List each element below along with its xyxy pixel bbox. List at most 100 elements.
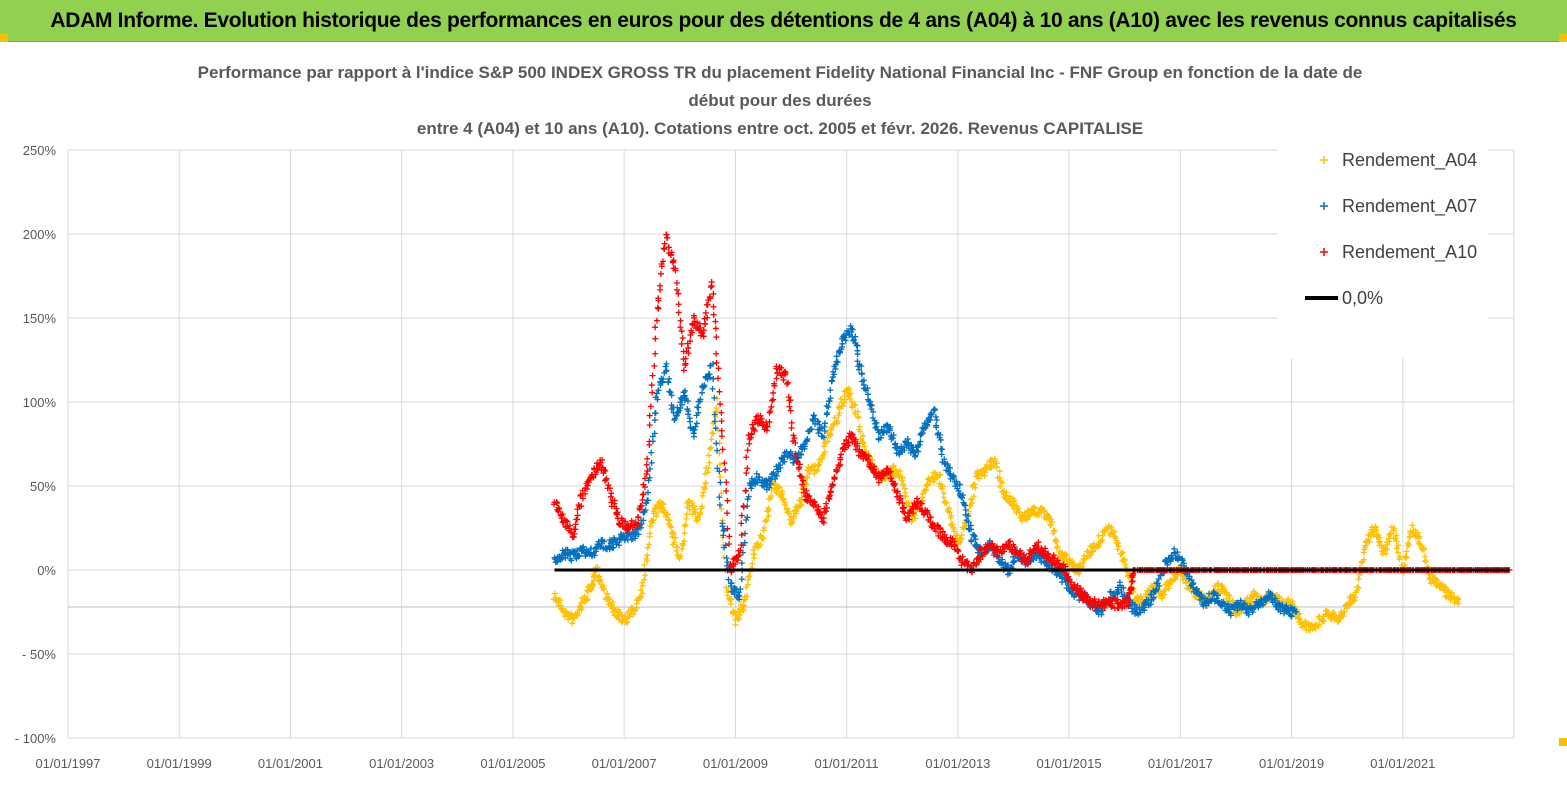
data-point bbox=[763, 463, 780, 493]
data-point bbox=[829, 451, 844, 489]
data-point bbox=[615, 515, 632, 534]
data-point bbox=[690, 383, 706, 440]
series-rendement-a04 bbox=[550, 385, 1462, 634]
data-point bbox=[922, 507, 938, 532]
data-point bbox=[866, 398, 882, 436]
y-tick-label: 50% bbox=[30, 479, 56, 494]
data-point bbox=[1190, 579, 1206, 608]
data-point bbox=[991, 455, 1008, 495]
data-point bbox=[763, 365, 780, 434]
data-point bbox=[857, 448, 873, 468]
data-point bbox=[708, 278, 725, 416]
data-point bbox=[1084, 540, 1100, 560]
data-point bbox=[852, 408, 868, 450]
data-point bbox=[875, 465, 891, 486]
data-point bbox=[723, 584, 739, 623]
x-tick-label: 01/01/2007 bbox=[592, 756, 657, 771]
x-tick-label: 01/01/1999 bbox=[147, 756, 212, 771]
data-point bbox=[946, 505, 961, 544]
data-point bbox=[774, 449, 788, 475]
data-point bbox=[802, 487, 817, 508]
chart-legend: Rendement_A04 Rendement_A07 Rendement_A10 0… bbox=[1278, 138, 1488, 358]
data-point bbox=[746, 470, 761, 492]
x-tick-label: 01/01/2001 bbox=[258, 756, 323, 771]
data-point bbox=[719, 520, 734, 587]
data-point bbox=[1381, 524, 1397, 557]
data-point bbox=[750, 532, 766, 558]
legend-plus-marker bbox=[1320, 202, 1328, 210]
x-axis-ticks: 01/01/1997 01/01/1999 01/01/2001 01/01/2003… bbox=[35, 756, 1435, 771]
x-tick-label: 01/01/2011 bbox=[815, 756, 879, 771]
data-point bbox=[755, 474, 771, 490]
x-tick-label: 01/01/2009 bbox=[703, 756, 768, 771]
title-banner: ADAM Informe. Evolution historique des p… bbox=[0, 0, 1567, 42]
chart-title-line-3: entre 4 (A04) et 10 ans (A10). Cotations… bbox=[417, 119, 1143, 138]
data-point bbox=[606, 534, 623, 551]
data-point bbox=[805, 461, 822, 477]
data-point bbox=[893, 488, 910, 524]
y-tick-label: 100% bbox=[23, 395, 57, 410]
data-point bbox=[1427, 572, 1443, 591]
legend-label: 0,0% bbox=[1342, 288, 1383, 308]
x-tick-label: 01/01/2013 bbox=[925, 756, 990, 771]
data-point bbox=[1094, 527, 1109, 550]
data-point bbox=[1293, 609, 1300, 615]
data-point bbox=[634, 467, 651, 528]
data-point bbox=[607, 490, 621, 522]
data-point bbox=[700, 283, 715, 340]
data-point bbox=[1125, 570, 1137, 606]
data-point bbox=[624, 526, 640, 543]
data-point bbox=[597, 456, 613, 492]
data-point bbox=[643, 324, 659, 468]
data-point bbox=[1037, 505, 1053, 523]
data-point bbox=[639, 518, 655, 589]
data-point bbox=[1000, 489, 1017, 509]
data-point bbox=[690, 312, 706, 339]
data-point bbox=[760, 487, 775, 542]
data-point bbox=[986, 540, 1001, 560]
data-point bbox=[1032, 539, 1049, 559]
data-point bbox=[672, 265, 687, 363]
data-point bbox=[668, 524, 682, 560]
data-point bbox=[782, 370, 799, 447]
data-point bbox=[820, 483, 835, 526]
data-point bbox=[560, 517, 576, 541]
data-point bbox=[1145, 586, 1160, 609]
data-point bbox=[941, 531, 956, 549]
data-point bbox=[829, 346, 845, 381]
data-point bbox=[959, 492, 975, 533]
x-tick-label: 01/01/2015 bbox=[1037, 756, 1102, 771]
data-point bbox=[875, 421, 891, 443]
data-point bbox=[629, 587, 646, 618]
chart-marks bbox=[550, 231, 1513, 634]
data-point bbox=[778, 488, 795, 523]
data-point bbox=[737, 440, 753, 554]
x-tick-label: 01/01/1997 bbox=[35, 756, 100, 771]
x-tick-label: 01/01/2019 bbox=[1259, 756, 1324, 771]
data-point bbox=[1200, 590, 1216, 609]
legend-plus-marker bbox=[1320, 156, 1328, 164]
data-point bbox=[981, 456, 997, 476]
chart-title-line-2: début pour des durées bbox=[688, 91, 871, 110]
data-point bbox=[1172, 549, 1187, 573]
y-tick-label: 150% bbox=[23, 311, 57, 326]
data-point bbox=[926, 469, 943, 485]
data-point bbox=[839, 430, 854, 453]
data-point bbox=[699, 362, 714, 391]
chart-title-line-1: Performance par rapport à l'indice S&P 5… bbox=[198, 63, 1363, 82]
data-point bbox=[820, 377, 836, 441]
data-point bbox=[713, 395, 729, 574]
data-point bbox=[570, 603, 585, 622]
data-point bbox=[815, 438, 831, 469]
data-point bbox=[1106, 595, 1122, 612]
data-point bbox=[570, 492, 585, 541]
data-point bbox=[740, 555, 757, 605]
data-point bbox=[866, 460, 881, 481]
data-point bbox=[1455, 600, 1462, 607]
banner-corner-left bbox=[0, 34, 8, 42]
data-point bbox=[848, 325, 863, 373]
data-point bbox=[588, 564, 599, 593]
y-axis-ticks: 250% 200% 150% 100% 50% 0% - 50% - 100% bbox=[15, 143, 57, 746]
data-point bbox=[904, 499, 918, 523]
data-point bbox=[663, 231, 677, 272]
